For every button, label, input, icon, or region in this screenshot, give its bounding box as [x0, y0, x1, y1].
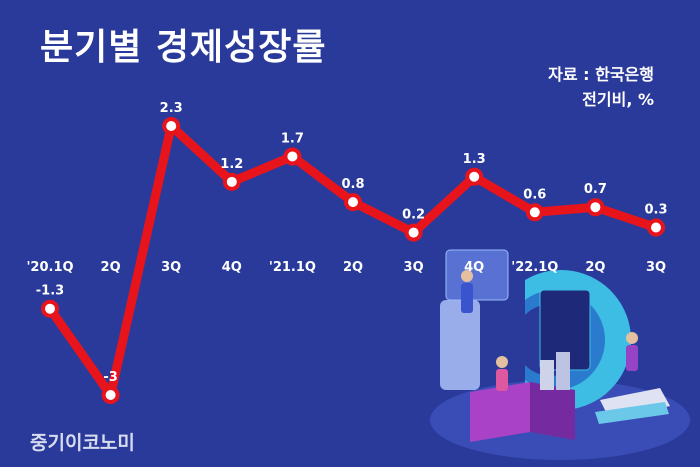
data-point-marker	[344, 193, 362, 212]
data-point-marker	[41, 299, 59, 318]
x-tick-label: '21.1Q	[269, 260, 316, 275]
data-label: 0.8	[341, 177, 364, 192]
data-label: 1.7	[281, 131, 304, 146]
data-label: -1.3	[36, 284, 64, 299]
data-point-marker	[647, 218, 665, 237]
x-tick-label: 2Q	[585, 260, 605, 275]
data-point-marker	[465, 167, 484, 186]
x-tick-label: 4Q	[222, 260, 242, 275]
data-label: 0.6	[523, 187, 546, 202]
source-note: 자료 : 한국은행 전기비, %	[548, 62, 654, 112]
source-line: 자료 : 한국은행	[548, 65, 654, 84]
data-label: 0.2	[402, 208, 425, 223]
x-tick-label: 3Q	[646, 260, 666, 275]
data-point-marker	[586, 198, 605, 217]
data-label: 0.3	[644, 203, 667, 218]
data-label: 1.2	[220, 157, 243, 172]
x-tick-label: 3Q	[161, 260, 181, 275]
x-tick-label: '22.1Q	[511, 260, 558, 275]
watermark-text: 중기이코노미	[30, 432, 135, 454]
chart-title: 분기별 경제성장률	[40, 27, 327, 68]
data-point-marker	[101, 386, 120, 404]
data-label: 2.3	[160, 101, 183, 116]
unit-line: 전기비, %	[582, 90, 654, 109]
data-point-marker	[222, 172, 241, 191]
business-data-illustration	[430, 249, 690, 460]
data-point-marker	[525, 203, 544, 222]
x-tick-label: 3Q	[404, 260, 424, 275]
data-point-marker	[283, 147, 302, 166]
x-tick-label: 2Q	[343, 260, 363, 275]
data-label: -3	[103, 370, 117, 385]
x-tick-label: 4Q	[464, 260, 484, 275]
x-tick-label: 2Q	[101, 260, 121, 275]
data-label: 1.3	[463, 152, 486, 167]
data-label: 0.7	[584, 182, 607, 197]
x-tick-label: '20.1Q	[26, 260, 73, 275]
data-point-marker	[162, 117, 181, 135]
data-point-marker	[404, 223, 423, 242]
